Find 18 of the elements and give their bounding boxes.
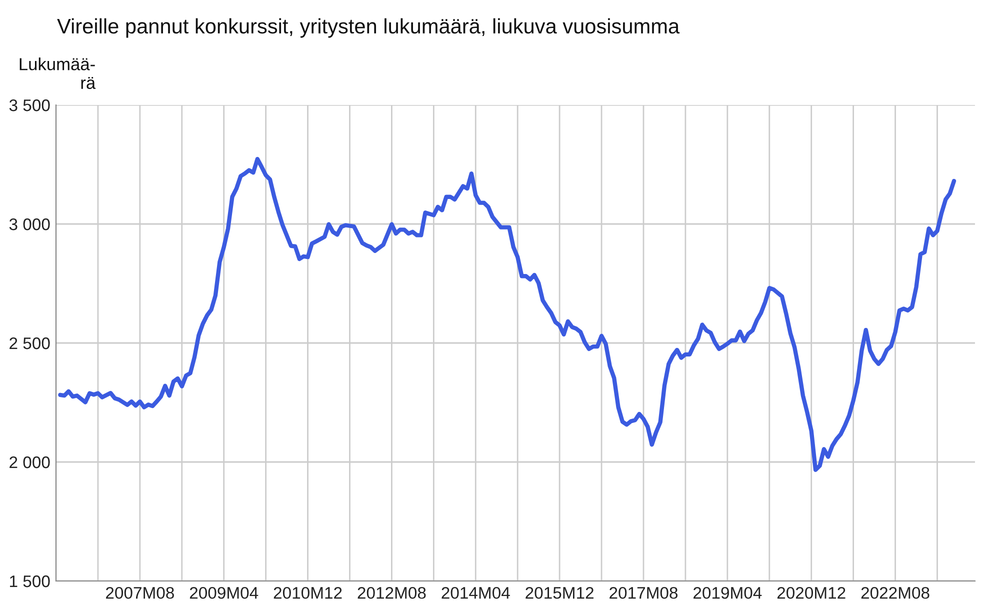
x-tick-label: 2015M12 <box>526 586 594 599</box>
y-tick-label: 1 500 <box>10 575 50 588</box>
y-axis-title: Lukumää- rä <box>20 58 96 90</box>
x-tick-label: 2022M08 <box>861 586 930 599</box>
y-tick-label: 2 000 <box>10 456 50 468</box>
x-tick-label: 2012M08 <box>358 586 426 599</box>
x-tick-label: 2019M04 <box>694 586 762 599</box>
x-tick-label: 2010M12 <box>274 586 342 599</box>
y-tick-label: 2 500 <box>10 337 50 350</box>
x-tick-label: 2007M08 <box>106 586 174 599</box>
x-tick-label: 2014M04 <box>442 586 510 599</box>
x-tick-label: 2020M12 <box>777 586 846 599</box>
y-tick-label: 3 500 <box>9 99 50 112</box>
x-tick-label: 2009M04 <box>190 586 258 599</box>
chart-title: Vireille pannut konkurssit, yritysten lukumäärä, liukuva vuosisumma <box>57 18 680 38</box>
y-tick-label: 3 000 <box>9 218 50 230</box>
x-tick-label: 2017M08 <box>610 586 678 599</box>
line-series <box>58 156 956 472</box>
